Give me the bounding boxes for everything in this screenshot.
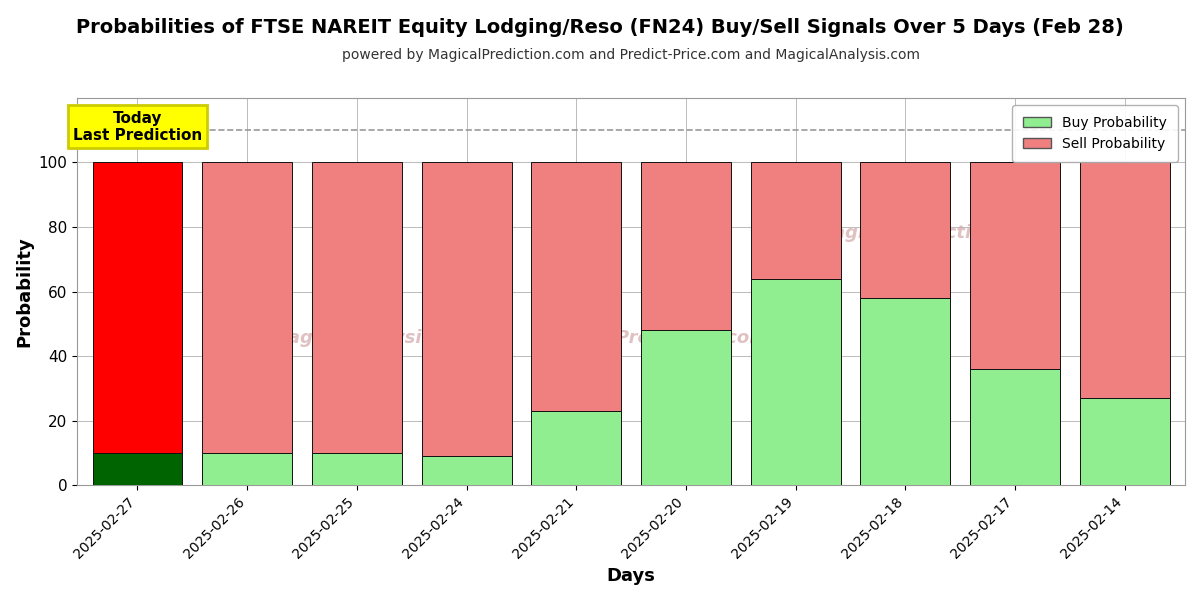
Bar <box>312 163 402 453</box>
Bar <box>641 331 731 485</box>
Bar <box>860 163 950 298</box>
Bar <box>312 453 402 485</box>
X-axis label: Days: Days <box>607 567 655 585</box>
Bar <box>92 163 182 453</box>
Bar <box>860 298 950 485</box>
Bar <box>532 163 622 411</box>
Bar <box>1080 398 1170 485</box>
Y-axis label: Probability: Probability <box>14 236 32 347</box>
Bar <box>751 163 840 278</box>
Text: Today
Last Prediction: Today Last Prediction <box>73 110 202 143</box>
Bar <box>1080 163 1170 398</box>
Bar <box>202 163 292 453</box>
Text: MagicalAnalysis.com: MagicalAnalysis.com <box>271 329 481 347</box>
Bar <box>92 453 182 485</box>
Text: Probabilities of FTSE NAREIT Equity Lodging/Reso (FN24) Buy/Sell Signals Over 5 : Probabilities of FTSE NAREIT Equity Lodg… <box>76 18 1124 37</box>
Bar <box>421 456 511 485</box>
Bar <box>421 163 511 456</box>
Legend: Buy Probability, Sell Probability: Buy Probability, Sell Probability <box>1012 105 1178 162</box>
Bar <box>641 163 731 331</box>
Bar <box>202 453 292 485</box>
Title: powered by MagicalPrediction.com and Predict-Price.com and MagicalAnalysis.com: powered by MagicalPrediction.com and Pre… <box>342 48 920 62</box>
Bar <box>751 278 840 485</box>
Text: MagicalPrediction.com: MagicalPrediction.com <box>815 224 1045 242</box>
Text: MagicalPrediction.com: MagicalPrediction.com <box>539 329 768 347</box>
Bar <box>970 163 1060 369</box>
Bar <box>532 411 622 485</box>
Bar <box>970 369 1060 485</box>
